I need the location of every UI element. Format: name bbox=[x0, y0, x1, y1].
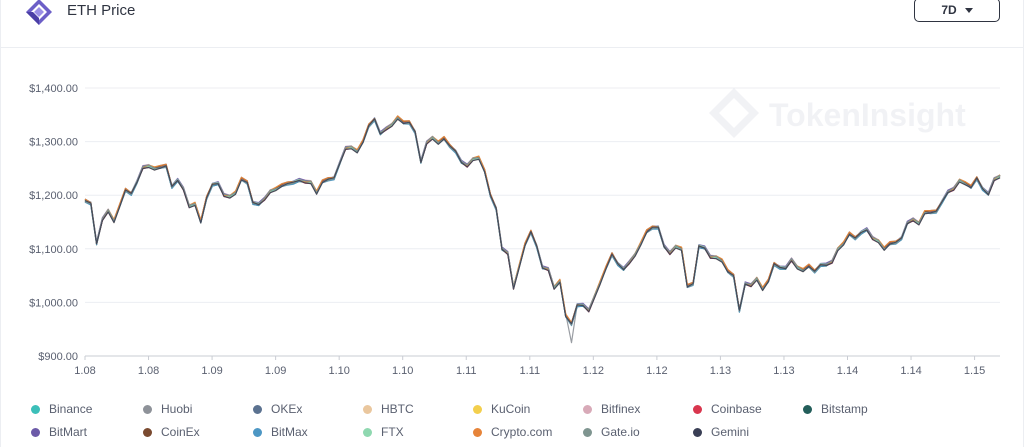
legend-item-bitmax[interactable]: BitMax bbox=[253, 425, 308, 439]
series-line-huobi bbox=[84, 115, 1001, 344]
y-tick-label: $1,000.00 bbox=[29, 297, 78, 309]
series-line-gemini bbox=[84, 118, 1001, 325]
legend-dot-icon bbox=[693, 427, 702, 437]
series-line-bitmax bbox=[84, 117, 1001, 327]
legend-item-crypto-com[interactable]: Crypto.com bbox=[473, 425, 552, 439]
legend-label: Huobi bbox=[161, 402, 193, 416]
card-header: ETH Price 7D bbox=[1, 0, 1024, 48]
x-tick-label: 1.12 bbox=[646, 365, 667, 377]
caret-down-icon bbox=[964, 7, 973, 13]
series-line-bitmart bbox=[84, 117, 1001, 324]
x-tick-label: 1.14 bbox=[837, 365, 858, 377]
series-line-gate-io bbox=[84, 116, 1001, 326]
period-label: 7D bbox=[941, 3, 957, 17]
x-tick-label: 1.08 bbox=[74, 365, 95, 377]
series-line-coinex bbox=[84, 116, 1001, 324]
legend-item-gate-io[interactable]: Gate.io bbox=[583, 425, 640, 439]
legend-label: Crypto.com bbox=[491, 425, 553, 439]
legend-label: KuCoin bbox=[491, 402, 531, 416]
legend-dot-icon bbox=[253, 404, 262, 414]
axis-layer: $900.00 $1,000.00 $1,100.00 $1,200.00 $1,300… bbox=[29, 83, 985, 377]
series-line-okex bbox=[84, 116, 1001, 326]
x-tick-label: 1.14 bbox=[900, 365, 921, 377]
period-dropdown-button[interactable]: 7D bbox=[914, 0, 1000, 22]
legend-item-kucoin[interactable]: KuCoin bbox=[473, 402, 530, 416]
legend-dot-icon bbox=[143, 404, 152, 414]
legend-label: HBTC bbox=[381, 402, 414, 416]
legend-item-bitfinex[interactable]: Bitfinex bbox=[583, 402, 640, 416]
legend-item-okex[interactable]: OKEx bbox=[253, 402, 302, 416]
x-tick-label: 1.09 bbox=[201, 365, 222, 377]
legend-label: BitMax bbox=[271, 425, 308, 439]
legend-dot-icon bbox=[803, 404, 812, 414]
legend-item-bitmart[interactable]: BitMart bbox=[31, 425, 87, 439]
legend-dot-icon bbox=[583, 404, 592, 414]
legend-item-bitstamp[interactable]: Bitstamp bbox=[803, 402, 868, 416]
legend-label: Gemini bbox=[711, 425, 750, 439]
y-tick-label: $1,100.00 bbox=[29, 244, 78, 256]
series-line-binance bbox=[84, 117, 1001, 325]
legend-item-hbtc[interactable]: HBTC bbox=[363, 402, 414, 416]
series-line-bitstamp bbox=[84, 116, 1001, 326]
legend-dot-icon bbox=[583, 427, 592, 437]
y-tick-label: $1,300.00 bbox=[29, 137, 78, 149]
series-line-kucoin bbox=[84, 115, 1001, 324]
legend-item-huobi[interactable]: Huobi bbox=[143, 402, 192, 416]
y-tick-label: $1,400.00 bbox=[29, 83, 78, 95]
x-tick-label: 1.15 bbox=[964, 365, 985, 377]
legend-label: Binance bbox=[49, 402, 93, 416]
series-line-bitfinex bbox=[84, 116, 1001, 325]
watermark-text: TokenInsight bbox=[769, 97, 966, 133]
series-line-ftx bbox=[84, 117, 1001, 325]
eth-logo-icon bbox=[26, 0, 52, 25]
y-tick-label: $1,200.00 bbox=[29, 190, 78, 202]
legend-dot-icon bbox=[363, 404, 372, 414]
series-line-hbtc bbox=[84, 118, 1001, 325]
x-tick-label: 1.10 bbox=[328, 365, 349, 377]
legend-label: BitMart bbox=[49, 425, 88, 439]
x-tick-label: 1.12 bbox=[583, 365, 604, 377]
legend-label: Gate.io bbox=[601, 425, 640, 439]
x-tick-label: 1.11 bbox=[519, 365, 540, 377]
legend-dot-icon bbox=[31, 404, 40, 414]
legend-label: CoinEx bbox=[161, 425, 200, 439]
x-tick-label: 1.13 bbox=[773, 365, 794, 377]
legend-label: Bitfinex bbox=[601, 402, 641, 416]
x-tick-label: 1.09 bbox=[265, 365, 286, 377]
x-tick-label: 1.08 bbox=[138, 365, 159, 377]
legend-dot-icon bbox=[693, 404, 702, 414]
legend-item-coinex[interactable]: CoinEx bbox=[143, 425, 200, 439]
watermark: TokenInsight bbox=[709, 88, 966, 138]
legend-dot-icon bbox=[473, 427, 482, 437]
legend-dot-icon bbox=[253, 427, 262, 437]
legend-item-ftx[interactable]: FTX bbox=[363, 425, 404, 439]
series-line-crypto-com bbox=[84, 115, 1001, 324]
chart-title: ETH Price bbox=[67, 2, 136, 19]
legend-dot-icon bbox=[31, 427, 40, 437]
legend-item-binance[interactable]: Binance bbox=[31, 402, 92, 416]
x-tick-label: 1.11 bbox=[456, 365, 477, 377]
price-chart: TokenInsight $900.00 $1,000.00 $1,100.00 $1… bbox=[29, 83, 1001, 377]
legend-item-gemini[interactable]: Gemini bbox=[693, 425, 749, 439]
series-line-coinbase bbox=[84, 117, 1001, 324]
legend-label: OKEx bbox=[271, 402, 303, 416]
legend-dot-icon bbox=[473, 404, 482, 414]
legend-dot-icon bbox=[363, 427, 372, 437]
legend-label: FTX bbox=[381, 425, 404, 439]
legend-item-coinbase[interactable]: Coinbase bbox=[693, 402, 762, 416]
legend-label: Bitstamp bbox=[821, 402, 868, 416]
y-tick-label: $900.00 bbox=[38, 351, 78, 363]
series-layer bbox=[84, 115, 1001, 344]
x-tick-label: 1.10 bbox=[392, 365, 413, 377]
legend-dot-icon bbox=[143, 427, 152, 437]
legend-label: Coinbase bbox=[711, 402, 762, 416]
x-tick-label: 1.13 bbox=[710, 365, 731, 377]
